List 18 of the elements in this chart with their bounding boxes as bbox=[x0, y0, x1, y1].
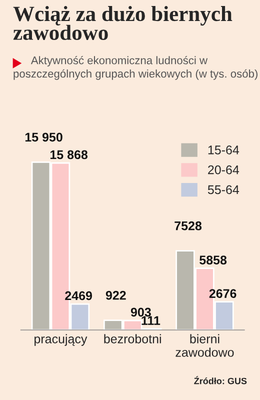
chart-title: Wciąż za dużo biernych zawodowo bbox=[13, 6, 232, 40]
data-label: 2469 bbox=[65, 291, 92, 300]
data-label: 922 bbox=[106, 290, 126, 300]
legend-label: 20-64 bbox=[208, 165, 240, 174]
x-tick-label: pracujący bbox=[34, 334, 88, 346]
legend-label: 15-64 bbox=[208, 146, 240, 154]
x-tick-label: bezrobotni bbox=[104, 334, 161, 344]
data-label: 2676 bbox=[209, 289, 236, 298]
data-label: 903 bbox=[130, 308, 151, 317]
data-label: 5858 bbox=[200, 256, 227, 264]
data-label: 15 950 bbox=[25, 132, 62, 142]
chart-subtitle: Aktywność ekonomiczna ludności w poszczególnych grupach wiekowych (w tys. osób) bbox=[14, 56, 258, 80]
data-label: 111 bbox=[142, 316, 160, 325]
data-label: 15 868 bbox=[50, 150, 88, 160]
data-label: 7528 bbox=[174, 221, 202, 230]
text: Źródło: GUS bbox=[194, 376, 247, 384]
legend-label: 55-64 bbox=[208, 185, 240, 194]
x-tick-label: bierni zawodowo bbox=[176, 334, 234, 357]
